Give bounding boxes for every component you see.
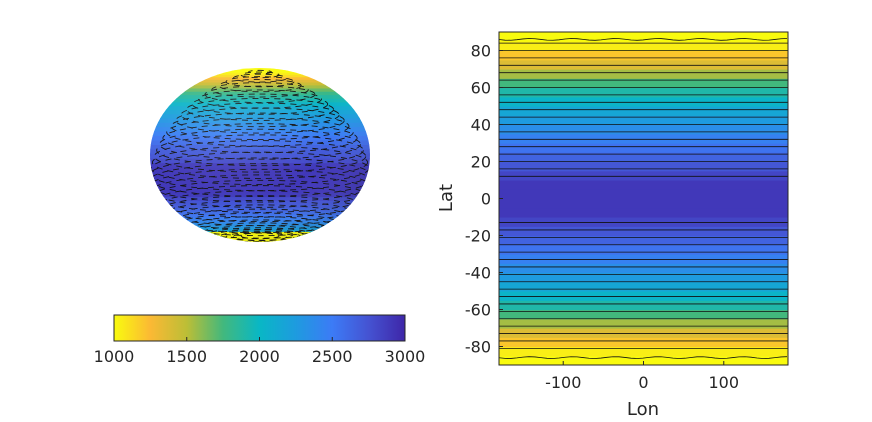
heatmap-band (499, 272, 788, 283)
heatmap-band (499, 355, 788, 365)
contour-line (499, 356, 788, 359)
colorbar-tick-label: 3000 (385, 347, 426, 366)
y-tick-label: -20 (465, 227, 491, 246)
heatmap-band (499, 50, 788, 61)
y-axis-label: Lat (436, 184, 457, 212)
heatmap-band (499, 346, 788, 357)
heatmap-band (499, 235, 788, 246)
x-tick-label: -100 (545, 373, 581, 392)
y-tick-label: 20 (471, 153, 491, 172)
globe-band (150, 68, 370, 70)
heatmap-band (499, 291, 788, 301)
colorbar-tick-label: 2500 (312, 347, 353, 366)
y-tick-label: 60 (471, 79, 491, 98)
heatmap-band (499, 115, 788, 126)
colorbar-tick-label: 1500 (166, 347, 207, 366)
y-tick-label: -60 (465, 301, 491, 320)
heatmap-band (499, 337, 788, 348)
heatmap-band (499, 124, 788, 135)
contour-line (499, 38, 788, 41)
heatmap-band (499, 254, 788, 264)
heatmap-band (499, 78, 788, 89)
heatmap-band (499, 106, 788, 116)
heatmap-band (499, 143, 788, 153)
heatmap-band (499, 133, 788, 144)
heatmap-band (499, 198, 788, 209)
heatmap-band (499, 32, 788, 42)
heatmap-band (499, 263, 788, 274)
colorbar-bar (113, 314, 406, 342)
x-tick-label: 0 (638, 373, 648, 392)
heatmap-band (499, 300, 788, 311)
lat-lon-map: -100 0 100 80 60 40 20 0 -20 -40 -60 -80 Lon Lat (436, 31, 789, 420)
heatmap-band (499, 87, 788, 98)
globe-shading (150, 68, 370, 242)
heatmap-band (499, 41, 788, 52)
y-tick-label: -80 (465, 338, 491, 357)
heatmap-band (499, 170, 788, 181)
heatmap-band (499, 69, 788, 79)
y-tick-label: 40 (471, 116, 491, 135)
heatmap-band (499, 59, 788, 70)
heatmap-band (499, 161, 788, 172)
heatmap-band (499, 217, 788, 227)
heatmap-band (499, 180, 788, 190)
y-tick-label: 0 (481, 190, 491, 209)
heatmap-band (499, 189, 788, 200)
x-tick-label: 100 (709, 373, 740, 392)
y-tick-label: -40 (465, 264, 491, 283)
heatmap-band (499, 244, 788, 255)
heatmap-band (499, 226, 788, 237)
heatmap-band (499, 318, 788, 329)
globe-surface (150, 68, 370, 242)
colorbar-tick-label: 1000 (94, 347, 135, 366)
heatmap-band (499, 96, 788, 107)
heatmap-band (499, 152, 788, 163)
heatmap-band (499, 328, 788, 338)
heatmap-band (499, 309, 788, 320)
heatmap-band (499, 207, 788, 218)
heatmap-band (499, 281, 788, 292)
y-tick-label: 80 (471, 42, 491, 61)
colorbar: 1000 1500 2000 2500 3000 (94, 314, 426, 366)
x-axis-label: Lon (627, 399, 659, 420)
colorbar-tick-label: 2000 (239, 347, 280, 366)
